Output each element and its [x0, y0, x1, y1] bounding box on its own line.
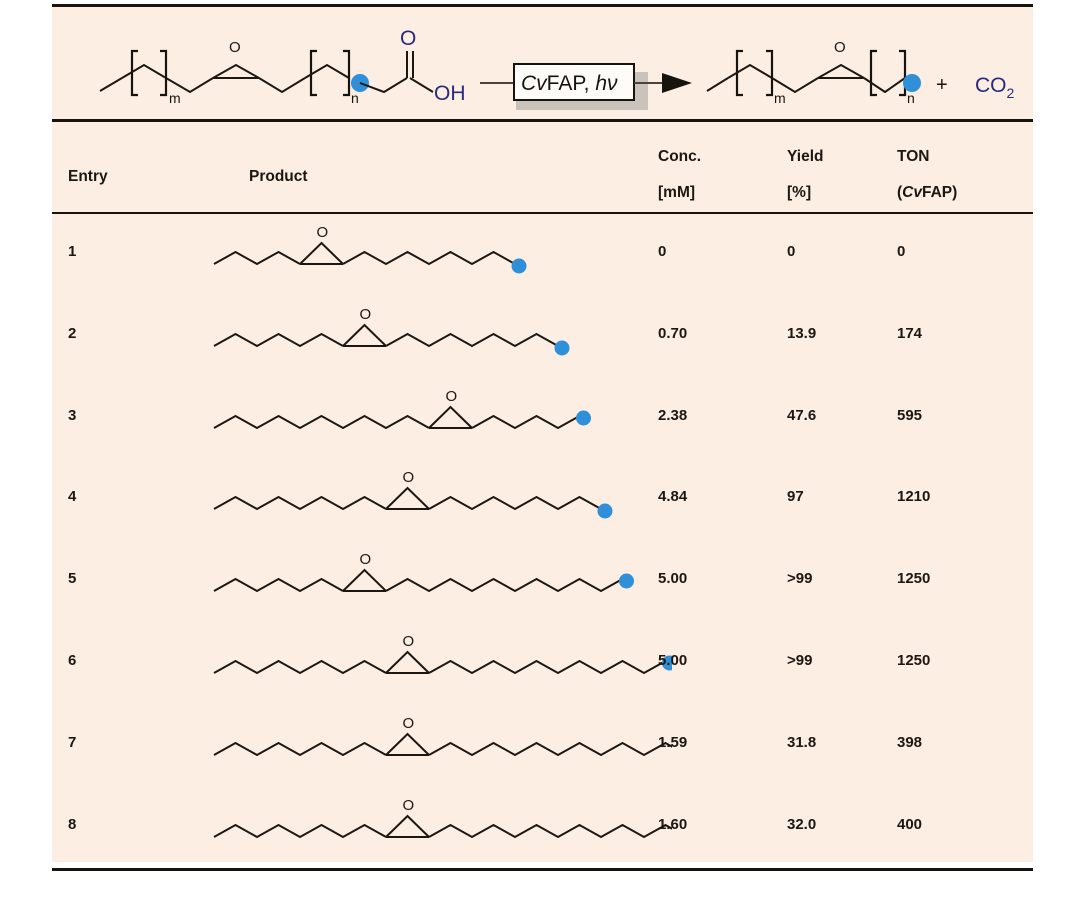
plus-sign: +	[936, 74, 948, 96]
product-molecule: O	[152, 787, 785, 869]
row-entry-number: 6	[68, 651, 77, 669]
reagent-box	[513, 63, 635, 101]
row-yield-value: >99	[787, 651, 813, 669]
row-conc-value: 5.00	[658, 651, 688, 669]
table-header: Entry Product Conc. [mM] Yield [%] TON (…	[52, 122, 1033, 212]
table-bottom-rule	[52, 868, 1033, 872]
substrate-structure: m O n O	[99, 27, 466, 106]
substrate-epoxide-oxygen: O	[229, 39, 241, 56]
product-molecule: O	[152, 623, 677, 705]
header-conc: Conc.	[658, 148, 702, 165]
header-yield: Yield	[787, 148, 824, 165]
row-entry-number: 5	[68, 570, 77, 588]
molecule-terminus-dot	[597, 503, 613, 519]
row-conc-value: 0.70	[658, 324, 688, 342]
row-ton-value: 0	[897, 243, 906, 260]
row-yield-value: 0	[787, 243, 796, 260]
epoxide-oxygen-label: O	[317, 224, 329, 241]
product-molecule: O	[152, 378, 672, 460]
product-n-label: n	[907, 90, 915, 106]
product-m-label: m	[774, 90, 786, 106]
table-row: 2 O 0.70 13.9 174	[52, 296, 1033, 378]
table-row: 3 O 2.38 47.6 595	[52, 378, 1033, 460]
reagent-label: CvFAP, hν	[521, 72, 618, 95]
row-entry-number: 7	[68, 733, 77, 751]
header-product: Product	[249, 168, 308, 185]
row-conc-value: 1.60	[658, 815, 688, 833]
row-yield-value: >99	[787, 570, 813, 588]
molecule-terminus-dot	[554, 340, 570, 356]
reaction-arrow-group: CvFAP, hν	[480, 63, 692, 110]
product-structure: m O n	[706, 39, 921, 106]
molecule-terminus-dot	[618, 573, 634, 589]
row-entry-number: 3	[68, 406, 77, 424]
product-terminus-dot	[903, 74, 921, 92]
table-row: 1 O 0 0 0	[52, 214, 1033, 296]
epoxide-oxygen-label: O	[403, 715, 415, 732]
product-molecule: O	[152, 296, 672, 378]
epoxide-oxygen-label: O	[403, 633, 415, 650]
row-conc-value: 1.59	[658, 733, 688, 751]
row-entry-number: 2	[68, 324, 77, 342]
row-entry-number: 1	[68, 243, 77, 260]
header-ton: TON	[897, 148, 930, 165]
reaction-scheme-svg: m O n O	[99, 27, 1015, 110]
header-top-rule	[52, 119, 1033, 122]
table-row: 4 O 4.84 97 1210	[52, 459, 1033, 541]
row-conc-value: 5.00	[658, 570, 688, 588]
row-ton-value: 398	[897, 733, 923, 751]
row-ton-value: 1210	[897, 488, 931, 506]
header-entry: Entry	[68, 168, 108, 185]
row-yield-value: 97	[787, 488, 804, 506]
epoxide-oxygen-label: O	[403, 797, 415, 814]
product-molecule: O	[152, 705, 742, 787]
table-figure: m O n O	[52, 4, 1033, 872]
arrow-head-icon	[662, 73, 692, 93]
table-row: 6 O 5.00 >99 1250	[52, 623, 1033, 705]
header-conc-unit: [mM]	[658, 184, 696, 201]
substrate-carboxyl-oxygen: O	[400, 27, 416, 50]
epoxide-oxygen-label: O	[360, 306, 372, 323]
row-ton-value: 1250	[897, 570, 931, 588]
molecule-terminus-dot	[575, 410, 591, 426]
product-molecule: O	[152, 459, 672, 541]
product-molecule: O	[152, 541, 672, 623]
table-row: 7 O 1.59 31.8 398	[52, 705, 1033, 787]
row-yield-value: 32.0	[787, 815, 817, 833]
row-ton-value: 595	[897, 406, 923, 424]
row-ton-value: 1250	[897, 651, 931, 669]
header-yield-unit: [%]	[787, 184, 812, 201]
epoxide-oxygen-label: O	[360, 551, 372, 568]
epoxide-oxygen-label: O	[445, 388, 457, 405]
row-ton-value: 400	[897, 815, 923, 833]
substrate-m-label: m	[169, 90, 181, 106]
product-epoxide-oxygen: O	[834, 39, 846, 56]
row-yield-value: 13.9	[787, 324, 817, 342]
molecule-terminus-dot	[511, 258, 527, 274]
substrate-n-label: n	[351, 90, 359, 106]
epoxide-oxygen-label: O	[403, 469, 415, 486]
table-body: 1 O 0 0 0 2 O 0.70 13.9 174 3 O 2.38 47.6 595 4 O 4.84 97 1…	[52, 214, 1033, 868]
header-ton-unit: (CvFAP)	[897, 184, 958, 201]
header-bottom-rule	[52, 212, 1033, 214]
row-entry-number: 4	[68, 488, 77, 506]
row-conc-value: 0	[658, 243, 667, 260]
row-yield-value: 47.6	[787, 406, 817, 424]
reaction-scheme: m O n O	[52, 4, 1033, 119]
row-entry-number: 8	[68, 815, 77, 833]
row-ton-value: 174	[897, 324, 923, 342]
table-row: 5 O 5.00 >99 1250	[52, 541, 1033, 623]
row-conc-value: 2.38	[658, 406, 688, 424]
product-molecule: O	[152, 214, 672, 296]
co2-label: CO2	[975, 74, 1015, 101]
substrate-hydroxyl-label: OH	[434, 82, 466, 105]
table-row: 8 O 1.60 32.0 400	[52, 787, 1033, 869]
row-yield-value: 31.8	[787, 733, 817, 751]
row-conc-value: 4.84	[658, 488, 688, 506]
